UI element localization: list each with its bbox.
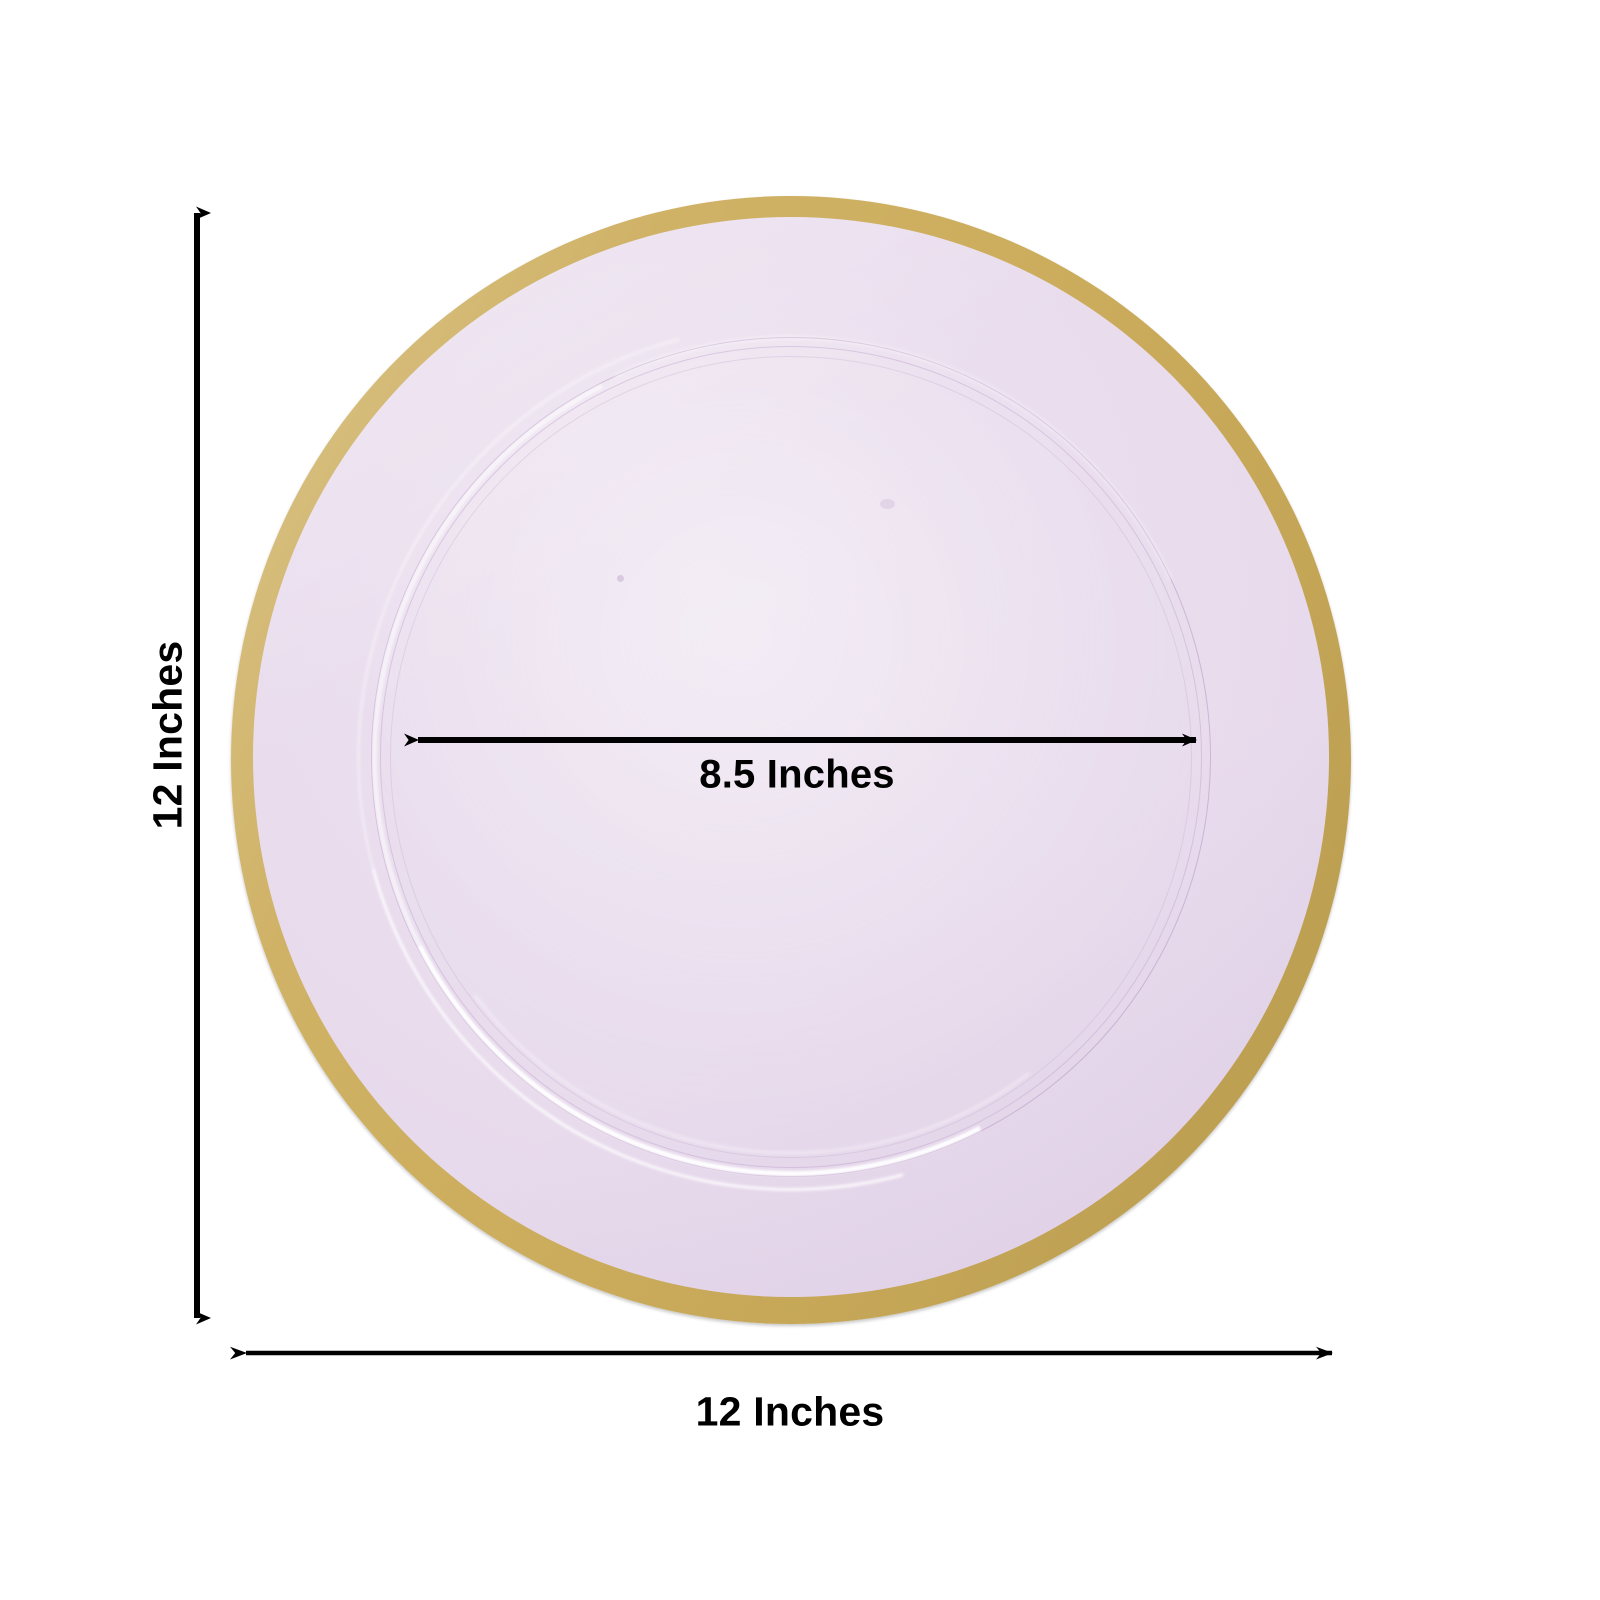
height-dimension-label: 12 Inches — [144, 640, 191, 830]
width-dimension-label: 12 Inches — [695, 1388, 885, 1435]
mould-mark-right — [880, 499, 895, 509]
plate-body — [253, 217, 1329, 1297]
mould-mark-center — [617, 575, 624, 582]
plate-well-ring-middle — [380, 346, 1202, 1168]
inner-dimension-label: 8.5 Inches — [699, 752, 895, 797]
charger-plate — [231, 196, 1351, 1324]
plate-well-ring-inner — [390, 356, 1192, 1158]
